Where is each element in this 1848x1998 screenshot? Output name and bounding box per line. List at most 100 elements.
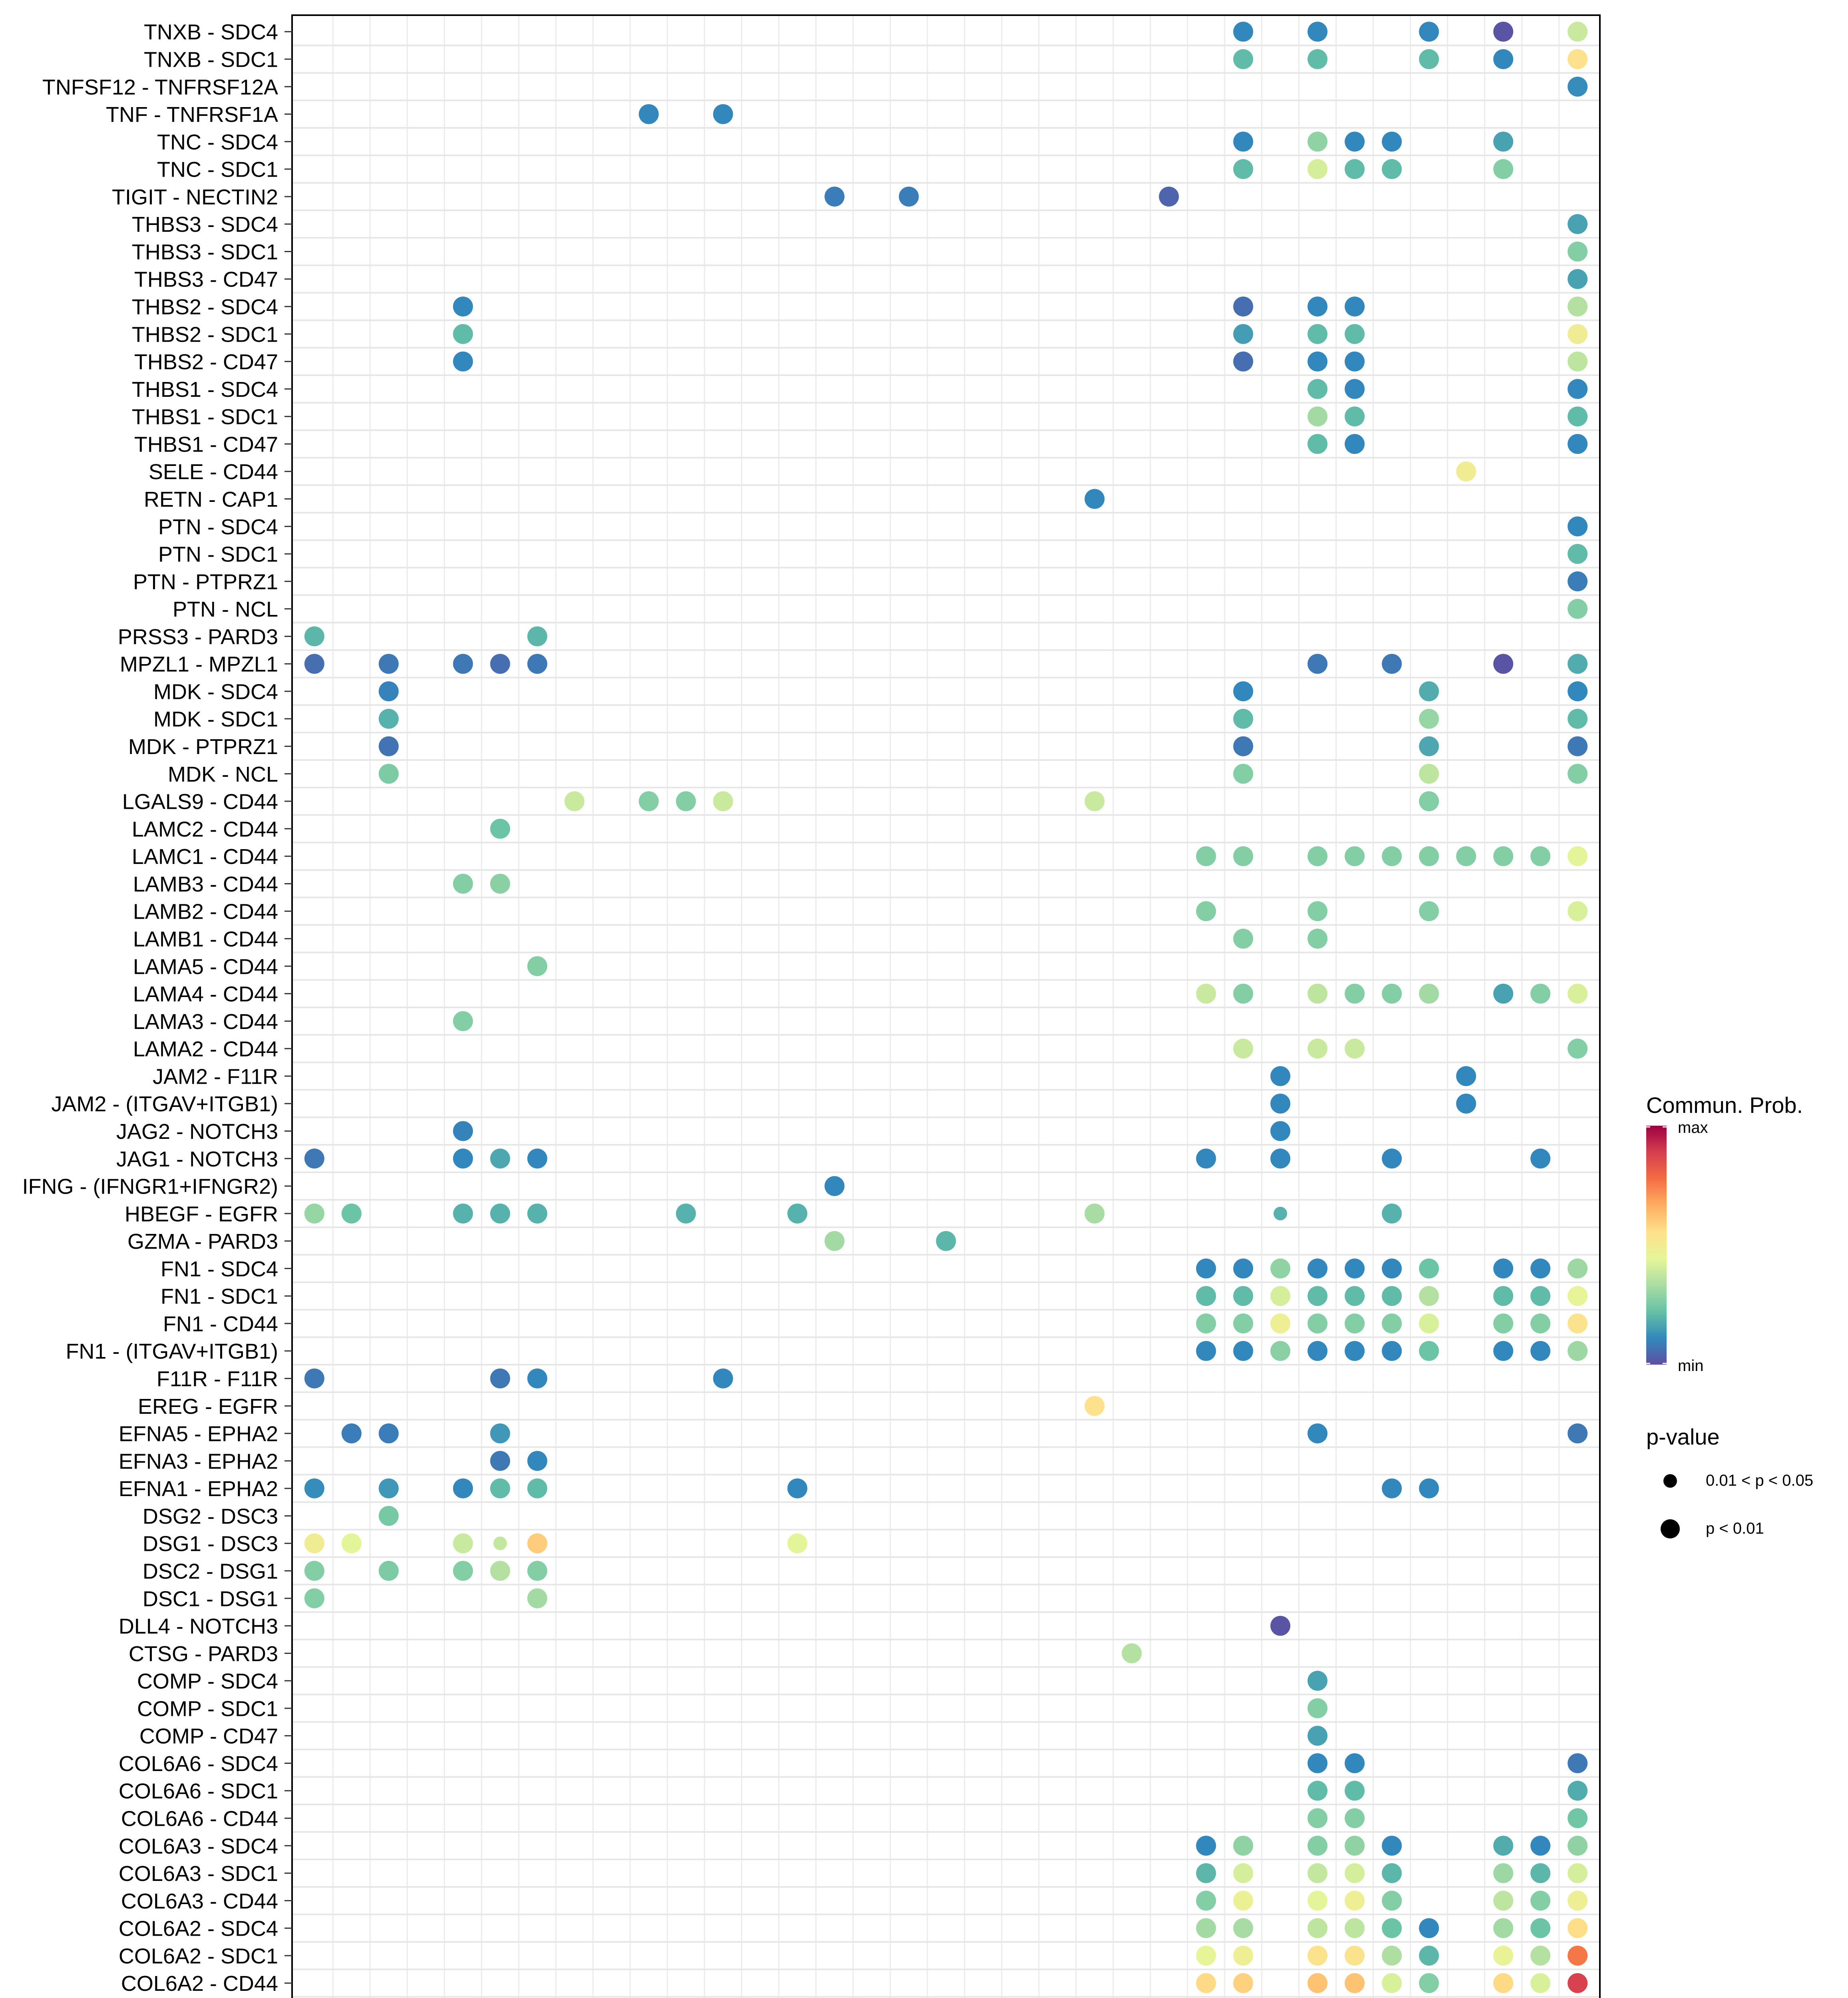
dot: [1345, 1918, 1365, 1938]
size-key-small-label: 0.01 < p < 0.05: [1706, 1472, 1813, 1489]
dot: [1233, 1945, 1253, 1966]
dot: [453, 324, 473, 344]
dot: [1530, 1863, 1551, 1883]
dot: [1530, 1341, 1551, 1361]
dot: [1382, 131, 1402, 152]
dot: [378, 1506, 399, 1526]
dot: [527, 654, 547, 674]
dot: [1530, 983, 1551, 1004]
dot: [1233, 1835, 1253, 1856]
dot: [1530, 1918, 1551, 1938]
dot: [1159, 186, 1179, 207]
dot: [1345, 1286, 1365, 1306]
dot: [1307, 1671, 1328, 1691]
y-tick-label: MDK - SDC1: [153, 707, 278, 731]
dot: [1568, 297, 1588, 317]
dot: [1419, 1918, 1439, 1938]
dot: [1233, 764, 1253, 784]
dot: [1493, 1891, 1514, 1911]
y-tick-label: THBS2 - SDC4: [132, 295, 278, 319]
dot: [1307, 351, 1328, 372]
dot: [1530, 1258, 1551, 1279]
dot: [1307, 1341, 1328, 1361]
dot: [1196, 1258, 1216, 1279]
dot: [453, 654, 473, 674]
dot: [1345, 1781, 1365, 1801]
y-tick-label: TNXB - SDC1: [144, 48, 278, 72]
dot: [824, 1231, 845, 1251]
y-tick-label: MDK - NCL: [168, 762, 278, 786]
dot: [1345, 297, 1365, 317]
dot: [304, 1533, 324, 1554]
y-tick-label: EFNA1 - EPHA2: [119, 1477, 278, 1501]
dot: [1456, 461, 1476, 482]
colorbar-max-label: max: [1678, 1119, 1708, 1136]
dot: [1382, 983, 1402, 1004]
dot: [1419, 1286, 1439, 1306]
y-tick-label: PTN - SDC1: [158, 543, 278, 567]
dot: [1493, 1863, 1514, 1883]
y-tick-label: JAM2 - (ITGAV+ITGB1): [51, 1092, 278, 1116]
dot: [676, 791, 696, 812]
dot: [1270, 1066, 1291, 1086]
dot: [1307, 406, 1328, 427]
y-tick-label: THBS1 - SDC4: [132, 378, 278, 402]
dot: [527, 626, 547, 647]
dot: [1493, 1286, 1514, 1306]
y-tick-label: TNXB - SDC4: [144, 20, 278, 44]
y-tick-label: PRSS3 - PARD3: [118, 625, 278, 649]
y-tick-label: SELE - CD44: [149, 460, 278, 484]
dot: [1419, 1478, 1439, 1498]
dot: [1084, 791, 1105, 812]
y-tick-label: JAM2 - F11R: [153, 1065, 278, 1089]
dot: [1196, 1891, 1216, 1911]
dot: [639, 791, 659, 812]
dot: [1196, 983, 1216, 1004]
dot: [1233, 736, 1253, 756]
dot: [1233, 131, 1253, 152]
y-tick-label: THBS2 - CD47: [134, 350, 278, 374]
dot: [1196, 1341, 1216, 1361]
dot: [1345, 159, 1365, 179]
dot: [1307, 434, 1328, 454]
dot: [490, 874, 510, 894]
dot: [1307, 1725, 1328, 1746]
dot: [1307, 1313, 1328, 1333]
y-tick-label: CTSG - PARD3: [129, 1642, 278, 1666]
dot: [1196, 1835, 1216, 1856]
dot: [527, 1368, 547, 1389]
y-tick-label: TNC - SDC1: [157, 158, 278, 182]
dot: [1568, 1753, 1588, 1773]
dot: [1530, 1891, 1551, 1911]
y-tick-label: EREG - EGFR: [138, 1395, 278, 1419]
dot: [304, 1478, 324, 1498]
dot: [1233, 324, 1253, 344]
dot: [936, 1231, 956, 1251]
dot: [1196, 1973, 1216, 1993]
dot: [1307, 1753, 1328, 1773]
dot: [490, 654, 510, 674]
dot: [1419, 49, 1439, 70]
dot: [1493, 846, 1514, 866]
y-tick-label: JAG1 - NOTCH3: [116, 1147, 278, 1171]
dot: [787, 1533, 808, 1554]
dot: [713, 1368, 733, 1389]
dot: [1270, 1341, 1291, 1361]
dot: [1382, 1341, 1402, 1361]
dot: [1530, 1945, 1551, 1966]
dot: [304, 654, 324, 674]
y-tick-label: DSC1 - DSG1: [143, 1587, 278, 1611]
size-key-large-label: p < 0.01: [1706, 1520, 1764, 1537]
dot: [1345, 324, 1365, 344]
dot: [1307, 297, 1328, 317]
dot: [453, 351, 473, 372]
dot: [527, 1561, 547, 1581]
dot: [1419, 901, 1439, 921]
dot: [1345, 1258, 1365, 1279]
dot: [1568, 708, 1588, 729]
dot: [1307, 929, 1328, 949]
dot: [1084, 1203, 1105, 1224]
dot: [564, 791, 585, 812]
dot: [1568, 351, 1588, 372]
